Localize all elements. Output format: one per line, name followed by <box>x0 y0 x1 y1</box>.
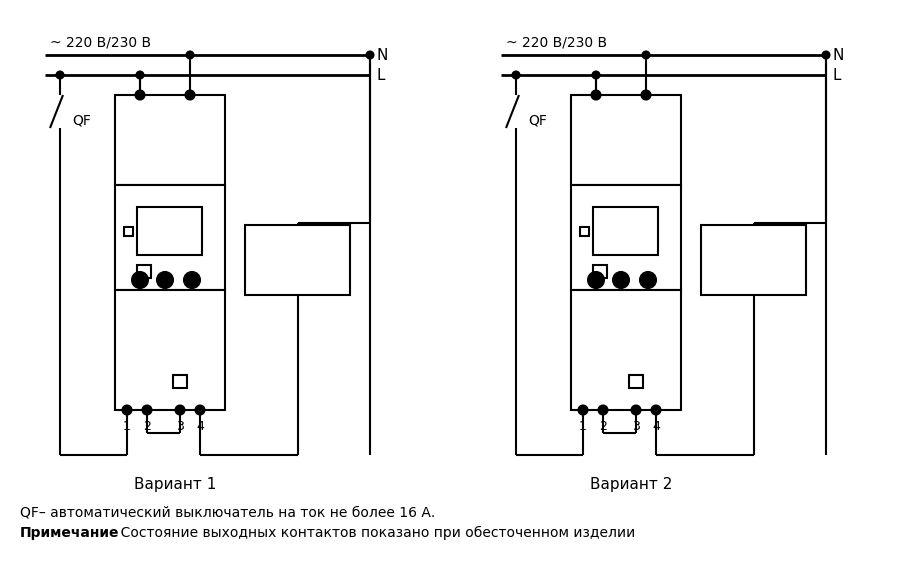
Circle shape <box>57 71 63 78</box>
Circle shape <box>136 71 143 78</box>
Bar <box>701 225 806 295</box>
Text: QF: QF <box>528 113 547 127</box>
Text: QF– автоматический выключатель на ток не более 16 А.: QF– автоматический выключатель на ток не… <box>20 506 435 520</box>
Circle shape <box>632 405 641 415</box>
Text: РН-111М: РН-111М <box>611 265 664 278</box>
Bar <box>115 290 225 410</box>
Circle shape <box>592 71 600 78</box>
Bar <box>593 207 658 255</box>
Circle shape <box>599 405 608 415</box>
Circle shape <box>135 91 144 99</box>
Bar <box>571 95 681 185</box>
Bar <box>173 375 187 388</box>
Text: Нагрузка
мах 3,5 кВт: Нагрузка мах 3,5 кВт <box>716 246 792 274</box>
Circle shape <box>823 51 830 58</box>
Circle shape <box>640 272 656 288</box>
Text: N: N <box>183 131 197 149</box>
Text: – Состояние выходных контактов показано при обесточенном изделии: – Состояние выходных контактов показано … <box>105 526 635 540</box>
Text: 3: 3 <box>176 421 184 433</box>
Circle shape <box>367 51 374 58</box>
Text: РН-111М: РН-111М <box>155 265 207 278</box>
Circle shape <box>613 272 629 288</box>
Bar <box>124 227 133 236</box>
Text: 1: 1 <box>579 421 587 433</box>
Circle shape <box>143 405 152 415</box>
Text: QF: QF <box>72 113 90 127</box>
Circle shape <box>186 51 194 58</box>
Text: L: L <box>376 67 385 82</box>
Circle shape <box>157 272 173 288</box>
Text: N: N <box>832 47 844 63</box>
Text: ~ 220 В/230 В: ~ 220 В/230 В <box>50 35 151 49</box>
Text: L: L <box>832 67 841 82</box>
Text: ~ 220 В/230 В: ~ 220 В/230 В <box>506 35 607 49</box>
Circle shape <box>652 405 661 415</box>
Circle shape <box>132 272 148 288</box>
Circle shape <box>591 91 600 99</box>
Text: 4: 4 <box>197 421 204 433</box>
Text: 1: 1 <box>123 421 131 433</box>
Circle shape <box>196 405 205 415</box>
Text: L: L <box>591 131 601 149</box>
Bar <box>580 227 589 236</box>
Circle shape <box>588 272 604 288</box>
Bar <box>571 185 681 290</box>
Circle shape <box>643 51 650 58</box>
Bar <box>593 265 607 278</box>
Circle shape <box>579 405 588 415</box>
Circle shape <box>642 91 651 99</box>
Bar <box>137 265 151 278</box>
Text: 3: 3 <box>632 421 640 433</box>
Bar <box>115 185 225 290</box>
Text: 4: 4 <box>652 421 660 433</box>
Bar <box>137 207 202 255</box>
Circle shape <box>513 71 519 78</box>
Text: Примечание: Примечание <box>20 526 120 540</box>
Text: Вариант 1: Вариант 1 <box>133 477 217 493</box>
Circle shape <box>186 91 195 99</box>
Text: 2: 2 <box>599 421 607 433</box>
Text: N: N <box>376 47 388 63</box>
Text: L: L <box>135 131 145 149</box>
Bar <box>245 225 350 295</box>
Text: Нагрузка
мах 3,5 кВт: Нагрузка мах 3,5 кВт <box>260 246 335 274</box>
Circle shape <box>122 405 132 415</box>
Bar <box>571 290 681 410</box>
Text: Вариант 2: Вариант 2 <box>590 477 672 493</box>
Circle shape <box>175 405 185 415</box>
Bar <box>115 95 225 185</box>
Text: 2: 2 <box>143 421 151 433</box>
Text: N: N <box>639 131 653 149</box>
Circle shape <box>184 272 200 288</box>
Bar <box>629 375 643 388</box>
